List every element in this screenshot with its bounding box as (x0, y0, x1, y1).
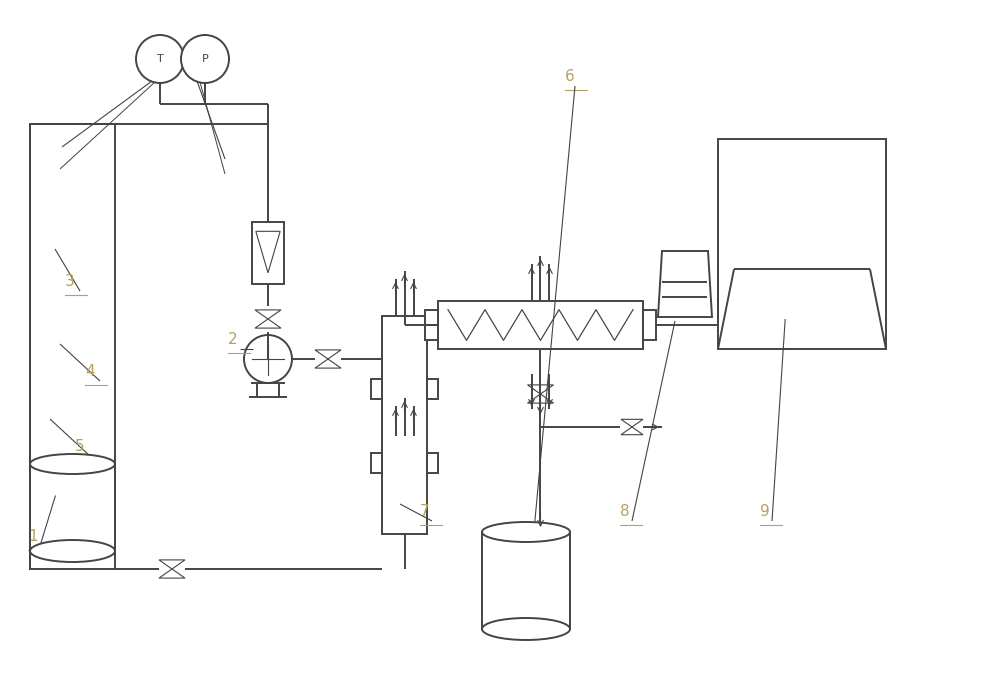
Polygon shape (255, 310, 281, 319)
Ellipse shape (482, 618, 570, 640)
Bar (438, 301, 643, 349)
Polygon shape (658, 251, 712, 317)
Bar (427, 379, 438, 399)
Bar (30, 464, 115, 551)
Text: 5: 5 (75, 439, 85, 454)
Bar (643, 309, 656, 340)
Bar (382, 316, 427, 534)
Polygon shape (621, 420, 643, 427)
Polygon shape (255, 319, 281, 328)
Polygon shape (621, 427, 643, 435)
Text: P: P (202, 54, 208, 64)
Text: 2: 2 (228, 332, 238, 347)
Text: 7: 7 (420, 504, 430, 519)
Text: 1: 1 (28, 529, 38, 544)
Bar (30, 124, 115, 569)
Polygon shape (159, 569, 185, 578)
Text: 3: 3 (65, 274, 75, 289)
Ellipse shape (30, 540, 115, 562)
Bar (425, 309, 438, 340)
Bar (252, 222, 284, 284)
Polygon shape (528, 394, 553, 403)
Circle shape (181, 35, 229, 83)
Polygon shape (315, 350, 341, 359)
Bar (718, 139, 886, 349)
Bar (371, 453, 382, 473)
Polygon shape (256, 232, 280, 273)
Circle shape (244, 335, 292, 383)
Text: 6: 6 (565, 69, 575, 84)
Text: 4: 4 (85, 364, 95, 379)
Ellipse shape (30, 454, 115, 474)
Text: T: T (157, 54, 163, 64)
Circle shape (136, 35, 184, 83)
Polygon shape (159, 560, 185, 569)
Text: 9: 9 (760, 504, 770, 519)
Bar (427, 453, 438, 473)
Text: 8: 8 (620, 504, 630, 519)
Ellipse shape (482, 522, 570, 542)
Polygon shape (528, 385, 553, 394)
Bar (371, 379, 382, 399)
Polygon shape (315, 359, 341, 368)
Bar (482, 532, 570, 629)
